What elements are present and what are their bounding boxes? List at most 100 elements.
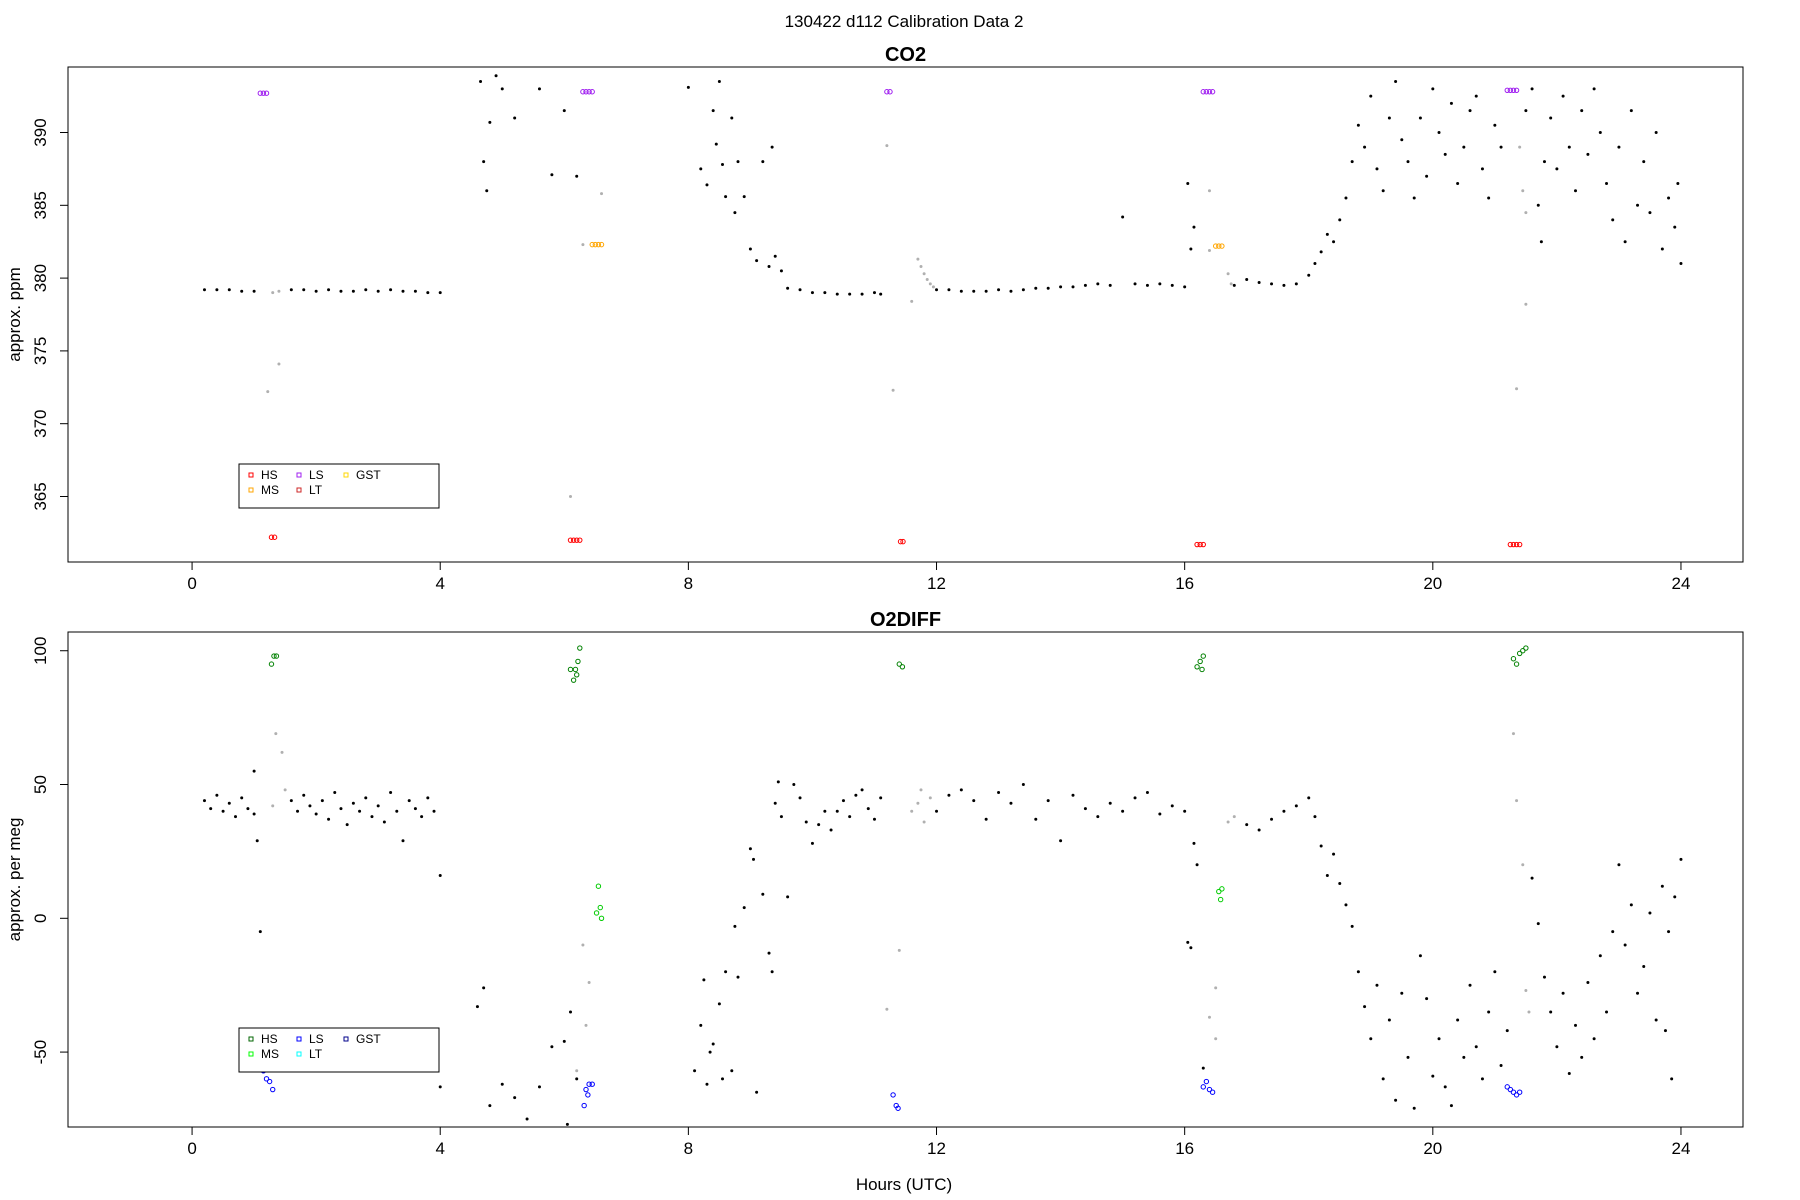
data-point [1170,804,1174,808]
data-point [922,272,926,276]
data-point [589,241,595,248]
data-point [733,211,737,215]
data-point [438,291,442,295]
legend-swatch [248,1036,254,1042]
data-point [583,1086,589,1093]
data-point [1515,387,1519,391]
data-point [897,538,904,545]
data-point [884,89,890,95]
data-point [1623,240,1627,244]
data-point [513,1096,517,1100]
legend-label: LS [309,1032,324,1046]
data-point [1642,160,1646,164]
data-point [1515,799,1519,803]
y-tick-label: 385 [31,191,50,219]
data-point [494,74,498,78]
data-point [1257,280,1261,284]
data-point [984,817,988,821]
data-point [562,109,566,113]
data-point [1096,815,1100,819]
data-point [1456,1018,1460,1022]
data-point [1518,145,1522,149]
data-point [1474,94,1478,98]
data-point [699,167,703,171]
x-tick-label: 8 [684,574,693,593]
data-point [1207,248,1211,252]
data-point [277,362,281,366]
legend-label: GST [356,1032,381,1046]
data-point [401,289,405,293]
data-point [1510,541,1517,548]
data-point [1009,801,1013,805]
data-point [1524,302,1528,306]
data-point [327,288,331,292]
data-point [1642,964,1646,968]
data-point [773,801,777,805]
data-point [202,288,206,292]
data-point [1480,1077,1484,1081]
data-point [482,986,486,990]
data-point [705,183,709,187]
data-point [1530,876,1534,880]
data-point [1555,167,1559,171]
data-point [562,1039,566,1043]
data-point [1189,946,1193,950]
data-point [810,291,814,295]
data-point [1183,809,1187,813]
data-point [896,661,902,667]
data-point [1673,895,1677,899]
data-point [314,812,318,816]
data-point [1530,87,1534,91]
data-point [1636,991,1640,995]
data-point [227,288,231,292]
data-point [798,288,802,292]
data-point [376,289,380,293]
y-tick-label: 100 [31,637,50,665]
data-point [577,645,583,651]
data-point [810,841,814,845]
data-point [1183,285,1187,289]
data-point [370,815,374,819]
data-point [1462,145,1466,149]
data-point [1654,131,1658,135]
data-point [761,160,765,164]
x-tick-label: 20 [1423,1139,1442,1158]
data-point [333,791,337,795]
data-point [1313,262,1317,266]
data-point [1375,983,1379,987]
data-point [257,90,264,96]
data-point [724,970,728,974]
data-point [916,257,920,261]
y-tick-label: 375 [31,337,50,365]
data-point [770,970,774,974]
data-point [525,1117,529,1121]
data-point [598,915,605,921]
y-tick-label: 380 [31,264,50,292]
data-point [376,804,380,808]
data-point [1200,653,1206,659]
data-point [1431,1074,1435,1078]
data-point [1636,203,1640,207]
legend-label: MS [261,1047,279,1061]
data-point [1617,145,1621,149]
legend-swatch [296,472,302,478]
data-point [570,537,577,543]
data-point [1516,541,1523,548]
x-tick-label: 4 [435,574,444,593]
data-point [308,804,312,808]
data-point [252,812,256,816]
data-point [565,1122,569,1126]
data-point [575,658,581,665]
x-axis: 0 4 8 12 16 20 24 [187,1126,1690,1158]
y-axis: -50 0 50 100 approx. per meg [5,637,69,1064]
data-point [277,289,281,293]
data-point [1511,732,1515,736]
data-point [581,243,585,247]
data-point [1667,196,1671,200]
data-point [364,288,368,292]
data-point [720,163,724,167]
data-point [485,189,489,193]
data-point [252,289,256,293]
data-point [574,672,580,678]
data-point [1611,930,1615,934]
